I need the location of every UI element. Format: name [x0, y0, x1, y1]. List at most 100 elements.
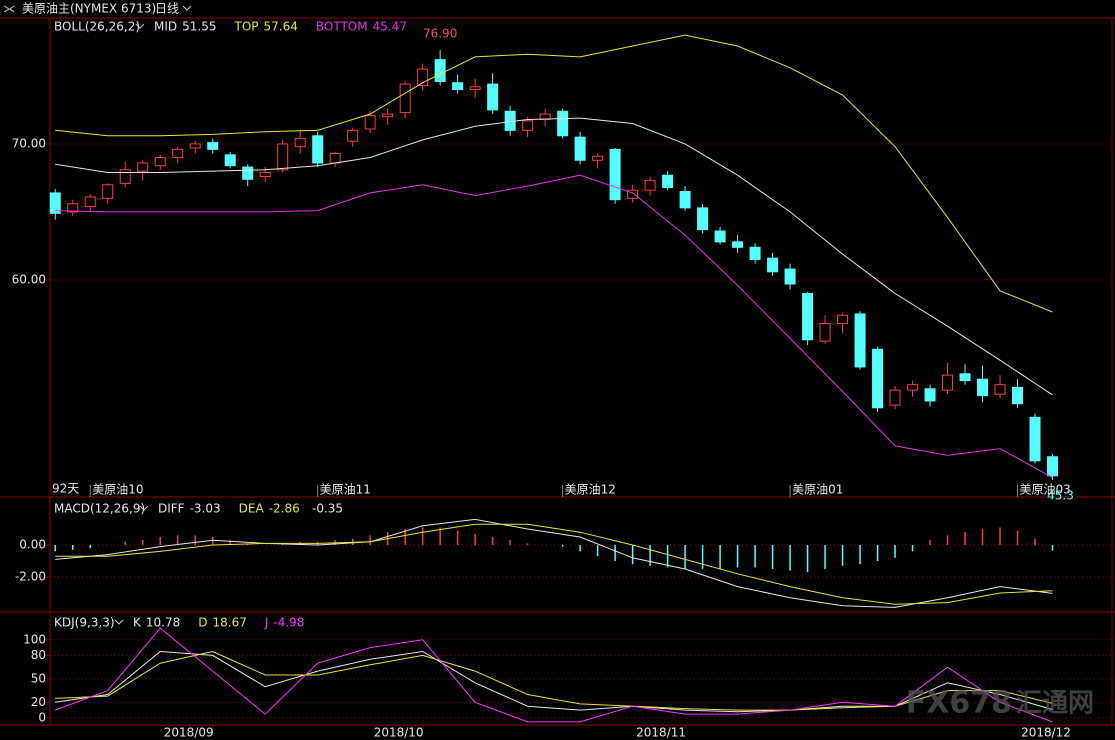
candle-body: [557, 110, 569, 137]
candle-body: [347, 129, 359, 142]
candle-body: [697, 207, 709, 231]
candle-body: [137, 162, 149, 172]
candle-body: [119, 169, 131, 184]
candle-body: [592, 155, 604, 161]
y-tick-label: -2.00: [15, 569, 46, 583]
candle-body: [907, 384, 919, 391]
candle-body: [154, 157, 166, 167]
x-tick-label: 2018/09: [164, 726, 214, 740]
low-label: 45.3: [1047, 488, 1074, 502]
candle-body: [102, 184, 114, 199]
candle-body: [452, 82, 464, 91]
y-tick-label: 50: [31, 671, 46, 685]
candle-body: [312, 135, 324, 164]
candle-body: [294, 137, 306, 148]
y-tick-label: 20: [31, 695, 46, 709]
period-selector[interactable]: 日线: [155, 2, 179, 16]
candle-body: [924, 388, 936, 402]
series-line: [55, 174, 1053, 479]
candle-body: [662, 174, 674, 188]
series-line: [55, 523, 1053, 605]
title-chevron[interactable]: [114, 619, 124, 625]
series-line: [55, 117, 1053, 396]
x-tick-label: 美原油12: [565, 483, 616, 497]
candle-body: [749, 246, 761, 261]
header-title: 美原油主(NYMEX 6713): [22, 2, 156, 16]
candle-body: [49, 192, 61, 214]
x-tick-label: 2018/11: [636, 726, 686, 740]
candle-body: [942, 374, 954, 391]
series-line: [55, 650, 1053, 711]
candle-body: [872, 348, 884, 409]
series-line: [55, 34, 1053, 313]
high-label: 76.90: [423, 27, 457, 41]
candle-body: [1012, 386, 1024, 405]
x-tick-label: 2018/12: [1021, 726, 1071, 740]
candle-body: [959, 373, 971, 382]
candle-body: [1029, 416, 1041, 462]
panel-title[interactable]: MACD(12,26,9): [54, 502, 145, 516]
legend-value: -4.98: [273, 616, 304, 630]
y-tick-label: 60.00: [12, 272, 46, 286]
candle-body: [784, 268, 796, 285]
legend-name: DIFF: [158, 502, 185, 516]
candle-body: [172, 148, 184, 159]
candle-body: [434, 59, 446, 82]
candle-body: [994, 384, 1006, 395]
y-tick-label: 0.00: [19, 537, 46, 551]
candle-body: [819, 322, 831, 342]
x-tick-label: 美原油11: [320, 483, 371, 497]
x-tick-label: 美原油03: [1020, 483, 1071, 497]
legend-name: K: [133, 616, 142, 630]
legend-name: TOP: [234, 20, 259, 34]
candle-body: [679, 191, 691, 209]
x-tick-label: 2018/10: [374, 726, 424, 740]
panel-title[interactable]: BOLL(26,26,2): [54, 20, 140, 34]
toggle-icon[interactable]: [3, 5, 15, 13]
panel-title[interactable]: KDJ(9,3,3): [54, 616, 115, 630]
candle-body: [609, 148, 621, 201]
candle-body: [67, 203, 79, 213]
legend-name: BOTTOM: [316, 20, 368, 34]
period-chevron[interactable]: [182, 5, 192, 11]
candle-body: [469, 86, 481, 91]
candle-body: [329, 152, 341, 164]
candle-body: [802, 293, 814, 341]
title-chevron[interactable]: [135, 23, 145, 29]
candle-body: [207, 142, 219, 150]
candle-body: [84, 196, 96, 207]
y-tick-label: 0: [38, 710, 46, 724]
legend-value: 10.78: [146, 616, 180, 630]
series-line: [55, 627, 1053, 723]
title-chevron[interactable]: [139, 505, 149, 511]
candle-body: [767, 257, 779, 273]
legend-name: D: [198, 616, 207, 630]
candle-body: [522, 120, 534, 131]
x-tick-label: 美原油10: [92, 483, 143, 497]
candle-body: [837, 314, 849, 324]
candle-body: [224, 154, 236, 167]
watermark-brand: FX678: [906, 686, 1012, 721]
candle-body: [889, 389, 901, 406]
candle-body: [644, 180, 656, 191]
legend-value: -3.03: [190, 502, 221, 516]
legend-value: 45.47: [373, 20, 407, 34]
legend-name: DEA: [239, 502, 265, 516]
x-tick-label: 美原油01: [792, 483, 843, 497]
candle-body: [574, 136, 586, 161]
watermark-name: 汇通网: [1016, 689, 1094, 719]
series-line: [55, 518, 1053, 608]
candle-body: [242, 166, 254, 180]
candle-body: [259, 171, 271, 178]
candle-body: [487, 83, 499, 111]
y-tick-label: 80: [31, 648, 46, 662]
legend-value: 18.67: [212, 616, 246, 630]
candle-body: [399, 83, 411, 114]
legend-value: 57.64: [264, 20, 298, 34]
legend-value: 51.55: [182, 20, 216, 34]
candle-body: [189, 143, 201, 149]
candle-body: [382, 113, 394, 118]
candle-body: [732, 241, 744, 248]
candle-body: [417, 68, 429, 86]
